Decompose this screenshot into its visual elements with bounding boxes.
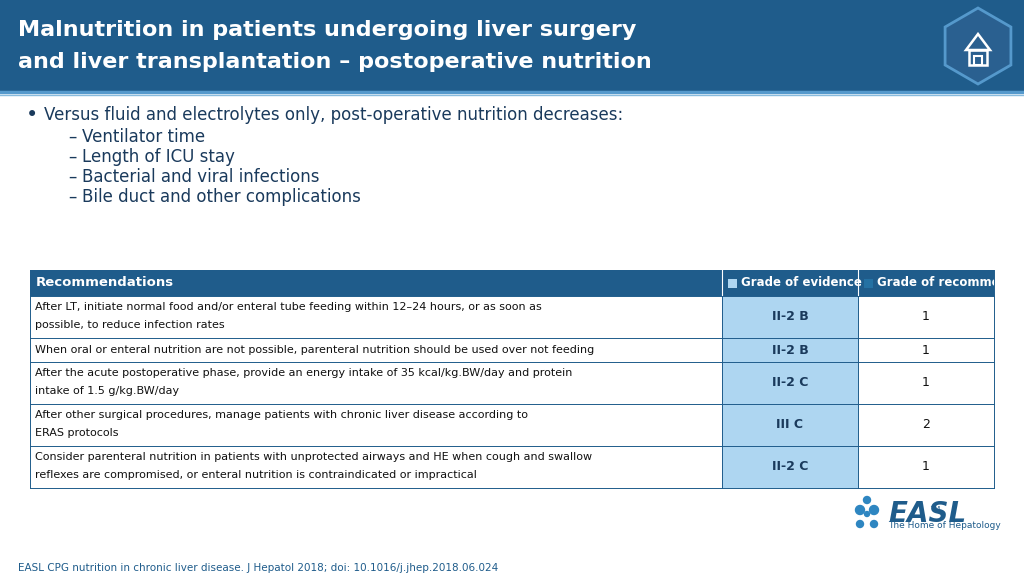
Text: –: –	[68, 168, 76, 186]
FancyBboxPatch shape	[722, 338, 858, 362]
Circle shape	[863, 497, 870, 503]
Text: possible, to reduce infection rates: possible, to reduce infection rates	[35, 320, 224, 331]
FancyBboxPatch shape	[728, 279, 737, 287]
Text: –: –	[68, 188, 76, 206]
Text: After LT, initiate normal food and/or enteral tube feeding within 12–24 hours, o: After LT, initiate normal food and/or en…	[35, 302, 542, 312]
Text: •: •	[26, 105, 38, 125]
Text: 2: 2	[922, 419, 930, 431]
FancyBboxPatch shape	[30, 362, 722, 404]
Text: III C: III C	[776, 419, 804, 431]
Text: Ventilator time: Ventilator time	[82, 128, 205, 146]
Text: reflexes are compromised, or enteral nutrition is contraindicated or impractical: reflexes are compromised, or enteral nut…	[35, 471, 477, 480]
Text: –: –	[68, 128, 76, 146]
FancyBboxPatch shape	[858, 404, 994, 446]
Text: Recommendations: Recommendations	[36, 276, 174, 290]
FancyBboxPatch shape	[30, 404, 722, 446]
Text: Malnutrition in patients undergoing liver surgery: Malnutrition in patients undergoing live…	[18, 20, 636, 40]
Text: intake of 1.5 g/kg.BW/day: intake of 1.5 g/kg.BW/day	[35, 386, 179, 396]
Polygon shape	[945, 8, 1011, 84]
FancyBboxPatch shape	[858, 362, 994, 404]
FancyBboxPatch shape	[30, 296, 722, 338]
Circle shape	[864, 511, 869, 517]
Text: II-2 B: II-2 B	[772, 310, 808, 324]
FancyBboxPatch shape	[722, 446, 858, 488]
FancyBboxPatch shape	[30, 446, 722, 488]
Text: 1: 1	[922, 460, 930, 473]
FancyBboxPatch shape	[858, 338, 994, 362]
Text: TM: TM	[930, 506, 940, 512]
FancyBboxPatch shape	[0, 0, 1024, 92]
FancyBboxPatch shape	[858, 446, 994, 488]
FancyBboxPatch shape	[864, 279, 873, 287]
Text: After other surgical procedures, manage patients with chronic liver disease acco: After other surgical procedures, manage …	[35, 410, 528, 420]
FancyBboxPatch shape	[722, 404, 858, 446]
Text: Grade of evidence: Grade of evidence	[741, 276, 862, 290]
Circle shape	[870, 521, 878, 528]
FancyBboxPatch shape	[30, 338, 722, 362]
Text: Bile duct and other complications: Bile duct and other complications	[82, 188, 360, 206]
Text: 1: 1	[922, 310, 930, 324]
Circle shape	[855, 506, 864, 514]
Text: –: –	[68, 148, 76, 166]
FancyBboxPatch shape	[858, 296, 994, 338]
Text: 1: 1	[922, 343, 930, 357]
Text: 1: 1	[922, 377, 930, 389]
Text: Grade of recommendation: Grade of recommendation	[877, 276, 1024, 290]
Text: The Home of Hepatology: The Home of Hepatology	[888, 521, 1000, 530]
Text: II-2 C: II-2 C	[772, 377, 808, 389]
Text: When oral or enteral nutrition are not possible, parenteral nutrition should be : When oral or enteral nutrition are not p…	[35, 345, 594, 355]
Text: and liver transplantation – postoperative nutrition: and liver transplantation – postoperativ…	[18, 52, 651, 72]
Circle shape	[869, 506, 879, 514]
Text: Bacterial and viral infections: Bacterial and viral infections	[82, 168, 319, 186]
FancyBboxPatch shape	[722, 362, 858, 404]
Text: EASL: EASL	[888, 500, 966, 528]
Circle shape	[856, 521, 863, 528]
FancyBboxPatch shape	[722, 296, 858, 338]
Text: After the acute postoperative phase, provide an energy intake of 35 kcal/kg.BW/d: After the acute postoperative phase, pro…	[35, 368, 572, 378]
Text: II-2 B: II-2 B	[772, 343, 808, 357]
Text: Length of ICU stay: Length of ICU stay	[82, 148, 234, 166]
FancyBboxPatch shape	[30, 270, 994, 296]
Text: Consider parenteral nutrition in patients with unprotected airways and HE when c: Consider parenteral nutrition in patient…	[35, 452, 592, 462]
Text: II-2 C: II-2 C	[772, 460, 808, 473]
Text: ERAS protocols: ERAS protocols	[35, 429, 119, 438]
Text: EASL CPG nutrition in chronic liver disease. J Hepatol 2018; doi: 10.1016/j.jhep: EASL CPG nutrition in chronic liver dise…	[18, 563, 499, 573]
Text: Versus fluid and electrolytes only, post-operative nutrition decreases:: Versus fluid and electrolytes only, post…	[44, 106, 624, 124]
